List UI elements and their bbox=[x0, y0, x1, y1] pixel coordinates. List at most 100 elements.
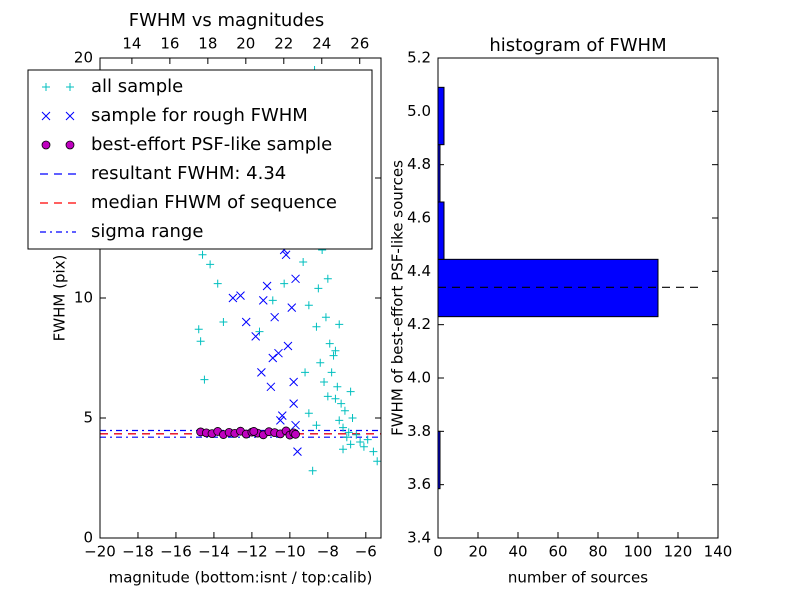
marker bbox=[206, 260, 215, 269]
marker bbox=[262, 281, 272, 291]
marker bbox=[276, 416, 285, 425]
marker bbox=[329, 351, 338, 360]
marker bbox=[331, 346, 340, 355]
x2-tick-label: 26 bbox=[350, 35, 369, 53]
marker bbox=[335, 320, 344, 329]
marker bbox=[257, 368, 266, 377]
marker bbox=[312, 322, 321, 331]
legend: all sample sample for rough FWHM best-effo… bbox=[27, 69, 373, 250]
x-tick-label: 140 bbox=[704, 543, 733, 561]
x-tick-label: 40 bbox=[508, 543, 527, 561]
marker bbox=[251, 332, 261, 341]
x2-tick-label: 22 bbox=[274, 35, 293, 53]
marker bbox=[321, 313, 330, 322]
marker bbox=[301, 368, 310, 377]
marker bbox=[65, 140, 75, 150]
y-tick-label: 4.8 bbox=[407, 155, 431, 173]
marker bbox=[346, 387, 355, 396]
marker bbox=[346, 440, 355, 449]
marker bbox=[268, 296, 277, 305]
marker bbox=[42, 83, 50, 91]
marker bbox=[312, 421, 321, 430]
marker bbox=[293, 447, 302, 456]
marker bbox=[266, 382, 276, 392]
marker bbox=[352, 430, 361, 439]
x-tick-label: 0 bbox=[433, 543, 443, 561]
y-tick-label: 5.2 bbox=[407, 49, 431, 67]
chart-title: histogram of FWHM bbox=[489, 35, 666, 56]
marker bbox=[213, 279, 222, 288]
marker bbox=[333, 382, 342, 391]
marker bbox=[65, 111, 75, 121]
marker bbox=[314, 284, 323, 293]
marker bbox=[323, 274, 332, 283]
marker bbox=[327, 368, 336, 377]
marker bbox=[340, 406, 349, 415]
marker bbox=[344, 428, 353, 437]
marker bbox=[196, 337, 205, 346]
legend-box bbox=[27, 69, 373, 250]
y-tick-label: 10 bbox=[74, 289, 93, 307]
marker bbox=[304, 301, 313, 310]
x-axis-label: number of sources bbox=[508, 569, 648, 587]
x-tick-label: 60 bbox=[548, 543, 567, 561]
marker bbox=[281, 250, 291, 260]
marker bbox=[369, 447, 378, 456]
marker bbox=[339, 423, 348, 432]
marker bbox=[331, 394, 340, 403]
marker bbox=[194, 325, 203, 334]
y-tick-label: 3.4 bbox=[407, 529, 431, 547]
plot-area bbox=[100, 66, 381, 475]
marker bbox=[241, 317, 251, 327]
axes-frame bbox=[99, 57, 382, 539]
legend-label: sample for rough FWHM bbox=[91, 105, 308, 126]
marker bbox=[291, 274, 300, 284]
x2-tick-label: 18 bbox=[198, 35, 217, 53]
marker bbox=[287, 303, 297, 312]
marker bbox=[337, 399, 346, 408]
marker bbox=[228, 293, 238, 303]
marker bbox=[304, 409, 313, 418]
x-tick-label: −6 bbox=[355, 543, 377, 561]
marker bbox=[219, 318, 228, 326]
y-tick-label: 5.0 bbox=[407, 102, 431, 120]
marker bbox=[308, 466, 317, 475]
chart-title: FWHM vs magnitudes bbox=[129, 10, 324, 31]
marker bbox=[339, 445, 348, 454]
marker bbox=[41, 140, 51, 150]
marker bbox=[255, 327, 264, 336]
marker bbox=[316, 358, 325, 367]
y-tick-label: 0 bbox=[83, 529, 93, 547]
y-tick-label: 20 bbox=[74, 49, 93, 67]
legend-label: best-effort PSF-like sample bbox=[91, 134, 332, 155]
marker bbox=[289, 377, 299, 387]
y-tick-label: 4.6 bbox=[407, 209, 431, 227]
marker bbox=[249, 427, 259, 436]
marker bbox=[348, 414, 357, 422]
marker bbox=[291, 420, 300, 430]
marker bbox=[363, 435, 372, 444]
y-axis-label: FWHM (pix) bbox=[51, 255, 69, 342]
marker bbox=[359, 442, 368, 451]
x2-tick-label: 16 bbox=[160, 35, 179, 53]
legend-label: median FHWM of sequence bbox=[91, 192, 337, 213]
y-tick-label: 4.0 bbox=[407, 369, 431, 387]
marker bbox=[268, 353, 278, 363]
marker bbox=[283, 341, 293, 351]
marker bbox=[342, 433, 351, 442]
x2-tick-label: 24 bbox=[312, 35, 331, 53]
x-axis-label: magnitude (bottom:isnt / top:calib) bbox=[109, 569, 373, 587]
marker bbox=[66, 83, 74, 91]
x2-tick-label: 20 bbox=[236, 35, 255, 53]
marker bbox=[320, 378, 329, 386]
legend-label: sigma range bbox=[91, 221, 203, 242]
axes-frame bbox=[437, 57, 719, 539]
marker bbox=[335, 416, 344, 425]
marker bbox=[277, 411, 287, 420]
x2-tick-label: 14 bbox=[122, 35, 141, 53]
x-tick-label: −8 bbox=[317, 543, 339, 561]
legend-label: all sample bbox=[91, 76, 183, 97]
x-tick-label: 100 bbox=[624, 543, 653, 561]
marker bbox=[200, 375, 209, 384]
